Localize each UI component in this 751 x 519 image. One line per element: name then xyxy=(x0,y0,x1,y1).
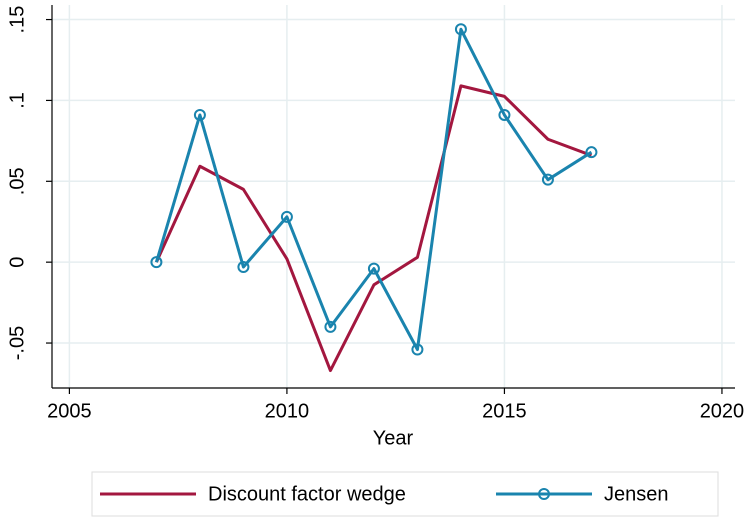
x-tick-label: 2015 xyxy=(482,400,527,422)
x-tick-label: 2010 xyxy=(265,400,310,422)
point xyxy=(585,146,598,159)
point xyxy=(280,210,293,223)
point xyxy=(541,173,554,186)
y-tick-label: .05 xyxy=(6,167,28,195)
point xyxy=(237,261,250,274)
x-axis-label: Year xyxy=(373,427,414,449)
legend-label: Jensen xyxy=(604,483,669,505)
legend-label: Discount factor wedge xyxy=(208,483,406,505)
y-tick-label: .15 xyxy=(6,6,28,34)
point xyxy=(367,262,380,275)
point xyxy=(498,108,511,121)
legend xyxy=(91,471,719,517)
x-tick-label: 2005 xyxy=(47,400,92,422)
point xyxy=(454,23,467,36)
series-line xyxy=(155,84,592,373)
series-line xyxy=(154,27,593,352)
y-tick-label: .1 xyxy=(6,92,28,109)
point xyxy=(150,256,163,269)
point xyxy=(411,343,424,356)
y-tick-label: -.05 xyxy=(6,326,28,360)
point xyxy=(324,320,337,333)
x-tick-label: 2020 xyxy=(700,400,745,422)
legend-marker xyxy=(538,488,550,500)
point xyxy=(193,108,206,121)
y-tick-label: 0 xyxy=(6,257,28,268)
